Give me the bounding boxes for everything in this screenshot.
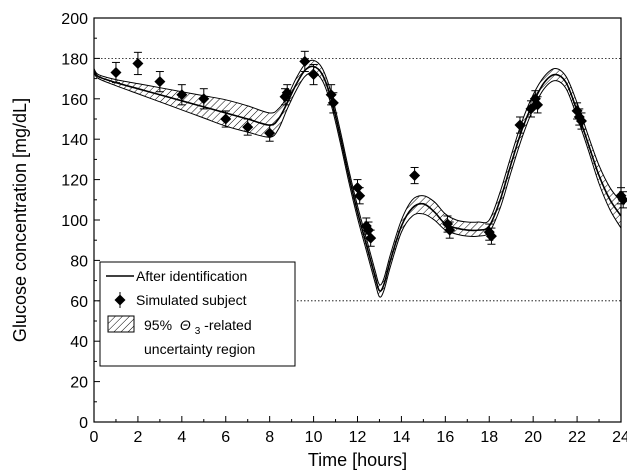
y-tick-label: 140	[61, 132, 88, 149]
legend-band-symbol: Θ	[180, 317, 191, 333]
legend-band-label: 95% Θ 3 -related	[144, 317, 252, 337]
legend: After identification Simulated subject 9…	[99, 261, 296, 367]
data-point	[532, 96, 544, 114]
diamond-marker	[176, 89, 188, 101]
data-point	[110, 61, 122, 84]
diamond-marker	[198, 93, 210, 105]
x-tick-label: 6	[221, 429, 230, 446]
diamond-marker	[444, 224, 456, 236]
data-point	[299, 50, 311, 73]
legend-marker-label: Simulated subject	[136, 292, 247, 308]
x-tick-label: 16	[436, 429, 454, 446]
y-tick-label: 200	[61, 11, 88, 28]
x-tick-label: 24	[612, 429, 627, 446]
data-point	[176, 84, 188, 106]
legend-band-label-line2: uncertainty region	[144, 341, 255, 357]
diamond-marker	[242, 121, 254, 133]
legend-line-label: After identification	[136, 268, 247, 284]
diamond-marker	[409, 170, 421, 182]
data-point	[444, 221, 456, 239]
diamond-marker	[308, 69, 320, 81]
data-point	[514, 116, 526, 134]
y-tick-label: 60	[70, 294, 88, 311]
data-point	[242, 118, 254, 136]
legend-band-suffix: -related	[204, 317, 251, 333]
data-point	[327, 92, 339, 114]
data-point	[264, 124, 276, 142]
diamond-marker	[299, 55, 311, 67]
data-point	[354, 187, 366, 205]
y-tick-label: 160	[61, 92, 88, 109]
y-tick-label: 20	[70, 375, 88, 392]
y-axis-title: Glucose concentration [mg/dL]	[10, 98, 30, 342]
y-tick-label: 0	[79, 415, 88, 432]
points-layer	[110, 50, 627, 247]
x-tick-label: 12	[349, 429, 367, 446]
diamond-marker	[220, 113, 232, 125]
data-point	[485, 227, 497, 245]
data-point	[409, 166, 421, 185]
diamond-marker	[154, 76, 166, 88]
x-tick-label: 22	[568, 429, 586, 446]
data-point	[132, 51, 144, 76]
diamond-marker	[617, 194, 627, 206]
diamond-marker	[365, 232, 377, 244]
diamond-marker	[325, 89, 337, 101]
data-point	[198, 88, 210, 110]
data-point	[154, 71, 166, 93]
y-tick-label: 80	[70, 253, 88, 270]
x-tick-label: 4	[177, 429, 186, 446]
legend-band-prefix: 95%	[144, 317, 172, 333]
legend-hatch-swatch	[107, 315, 135, 333]
y-axis-ticks: 0 20 40 60 80 100 120 140 160 180 200	[61, 11, 100, 432]
band-upper-edge	[94, 59, 621, 286]
x-axis-ticks: 0 2 4 6 8 10 12 14 16 18 20 22 24	[90, 416, 627, 446]
diamond-marker	[327, 97, 339, 109]
diamond-marker	[485, 230, 497, 242]
diamond-marker	[532, 99, 544, 111]
diamond-marker	[575, 115, 587, 127]
identified-line	[94, 65, 621, 292]
x-tick-label: 14	[393, 429, 411, 446]
y-tick-label: 40	[70, 334, 88, 351]
x-tick-label: 10	[305, 429, 323, 446]
data-point	[220, 110, 232, 128]
x-axis-title: Time [hours]	[308, 450, 407, 470]
diamond-marker	[514, 119, 526, 131]
x-tick-label: 8	[265, 429, 274, 446]
diamond-marker	[264, 127, 276, 139]
line-layer	[94, 65, 621, 292]
data-point	[365, 229, 377, 247]
data-point	[308, 63, 320, 86]
y-tick-label: 100	[61, 213, 88, 230]
legend-box	[99, 261, 296, 367]
data-point	[575, 112, 587, 130]
x-tick-label: 18	[480, 429, 498, 446]
x-tick-label: 20	[524, 429, 542, 446]
diamond-marker	[110, 67, 122, 79]
diamond-marker	[281, 87, 293, 99]
legend-band-subscript: 3	[195, 326, 201, 337]
diamond-marker	[354, 190, 366, 202]
y-tick-label: 180	[61, 51, 88, 68]
diamond-marker	[132, 57, 144, 69]
x-tick-label: 2	[133, 429, 142, 446]
y-tick-label: 120	[61, 173, 88, 190]
data-point	[281, 84, 293, 102]
x-tick-label: 0	[90, 429, 99, 446]
